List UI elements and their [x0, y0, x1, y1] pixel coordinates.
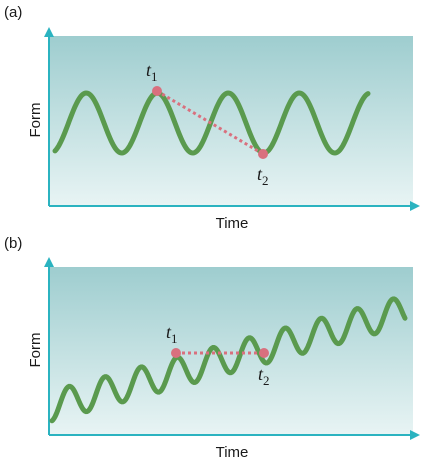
panel-a-label: (a) [4, 4, 22, 21]
panel-b-label: (b) [4, 235, 22, 252]
panel-a: (a) t1 t2 Time Form [4, 4, 420, 232]
panel-a-axes [44, 27, 420, 211]
panel-b-point-t2 [259, 348, 269, 358]
panel-b-t1-label: t1 [166, 322, 178, 346]
panel-b: (b) t1 t2 Time Form [4, 235, 420, 461]
panel-a-x-axis-title: Time [216, 215, 249, 232]
panel-b-background [50, 267, 413, 435]
panel-a-point-t2 [258, 149, 268, 159]
panel-a-y-axis-title: Form [27, 103, 44, 138]
panel-a-y-arrowhead [44, 27, 54, 37]
panel-a-x-arrowhead [410, 201, 420, 211]
panel-a-point-t1 [152, 86, 162, 96]
panel-b-point-t1 [171, 348, 181, 358]
panel-b-x-arrowhead [410, 430, 420, 440]
panel-a-oscillating-curve [52, 90, 371, 156]
panel-b-axes [44, 257, 420, 440]
panel-b-y-axis-title: Form [27, 333, 44, 368]
panel-b-x-axis-title: Time [216, 444, 249, 461]
panel-a-connector-line [156, 89, 264, 156]
panel-b-t2-label: t2 [258, 364, 270, 388]
panel-b-oscillating-curve [49, 296, 408, 424]
panel-b-y-arrowhead [44, 257, 54, 267]
panel-a-t1-label: t1 [146, 60, 158, 84]
panel-a-t2-label: t2 [257, 164, 269, 188]
